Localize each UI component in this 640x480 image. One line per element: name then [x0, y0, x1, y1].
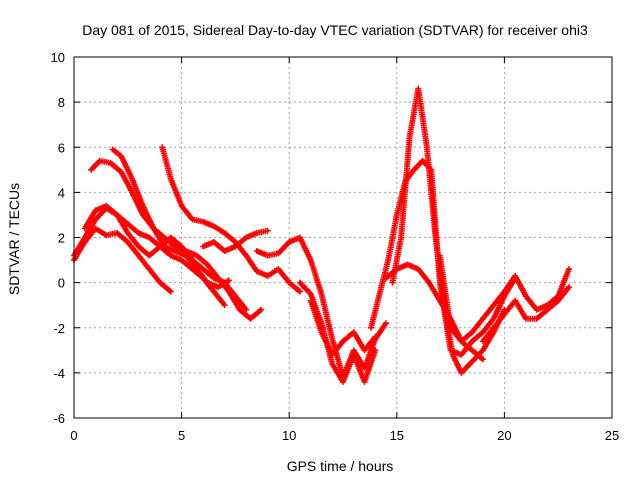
y-tick-label: -4	[53, 366, 65, 381]
y-tick-label: 2	[58, 231, 65, 246]
y-tick-label: 0	[58, 276, 65, 291]
series-track-12	[389, 85, 508, 376]
marker-cluster	[307, 297, 379, 358]
x-tick-label: 0	[70, 428, 77, 443]
x-tick-label: 5	[178, 428, 185, 443]
marker-cluster	[436, 252, 572, 345]
marker-cluster	[200, 227, 271, 254]
marker-cluster	[81, 202, 228, 309]
chart-title: Day 081 of 2015, Sidereal Day-to-day VTE…	[82, 22, 588, 38]
y-tick-label: -2	[53, 321, 65, 336]
y-tick-label: -6	[53, 411, 65, 426]
y-tick-label: 8	[58, 95, 65, 110]
marker-cluster	[383, 261, 486, 363]
marker-cluster	[479, 284, 572, 345]
y-tick-label: 6	[58, 140, 65, 155]
y-axis-label: SDTVAR / TECUs	[6, 183, 22, 295]
series-track-15	[479, 284, 572, 345]
x-tick-label: 20	[497, 428, 511, 443]
x-tick-label: 25	[605, 428, 619, 443]
series-track-6	[159, 144, 303, 295]
series-track-14	[436, 252, 572, 345]
x-tick-label: 15	[390, 428, 404, 443]
marker-cluster	[109, 146, 232, 291]
series-track-4	[88, 157, 265, 322]
series-track-13	[383, 261, 486, 363]
series-track-2	[71, 205, 250, 313]
marker-cluster	[253, 234, 389, 381]
grid-lines	[74, 57, 612, 418]
marker-cluster	[71, 205, 250, 313]
data-points	[71, 85, 572, 385]
series-track-8	[253, 234, 389, 381]
series-track-7	[200, 227, 271, 254]
y-tick-label: 10	[51, 50, 65, 65]
marker-cluster	[389, 85, 508, 376]
x-tick-label: 10	[282, 428, 296, 443]
marker-cluster	[159, 144, 303, 295]
y-tick-label: 4	[58, 185, 65, 200]
series-track-5	[109, 146, 232, 291]
axis-ticks: 0 5 10 15 20 25 -6 -4 -2 0 2 4 6 8 10	[51, 50, 620, 443]
marker-cluster	[88, 157, 265, 322]
series-track-10	[307, 297, 379, 358]
x-axis-label: GPS time / hours	[287, 458, 394, 474]
series-track-3	[81, 202, 228, 309]
